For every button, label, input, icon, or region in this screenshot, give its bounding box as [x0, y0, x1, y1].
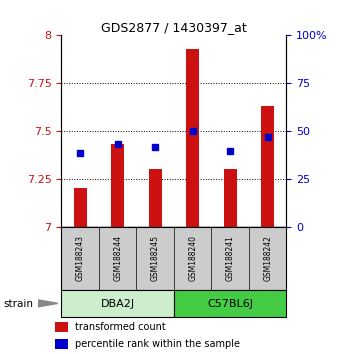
Text: DBA2J: DBA2J	[101, 298, 135, 309]
Polygon shape	[38, 300, 58, 307]
Title: GDS2877 / 1430397_at: GDS2877 / 1430397_at	[101, 21, 247, 34]
Text: percentile rank within the sample: percentile rank within the sample	[74, 339, 239, 349]
Bar	[55, 339, 68, 349]
Bar	[61, 290, 174, 317]
Text: GSM188243: GSM188243	[76, 235, 85, 281]
Text: GSM188245: GSM188245	[151, 235, 160, 281]
Text: GSM188242: GSM188242	[263, 235, 272, 281]
Bar	[186, 49, 199, 227]
Bar	[174, 290, 286, 317]
Text: C57BL6J: C57BL6J	[207, 298, 253, 309]
Text: GSM188244: GSM188244	[113, 235, 122, 281]
Text: transformed count: transformed count	[74, 322, 165, 332]
Text: GSM188241: GSM188241	[226, 235, 235, 281]
Bar	[224, 169, 237, 227]
Text: strain: strain	[3, 298, 33, 309]
Bar	[149, 169, 162, 227]
Text: GSM188240: GSM188240	[188, 235, 197, 281]
Bar	[74, 188, 87, 227]
Bar	[55, 322, 68, 332]
Bar	[111, 144, 124, 227]
Bar	[261, 106, 274, 227]
